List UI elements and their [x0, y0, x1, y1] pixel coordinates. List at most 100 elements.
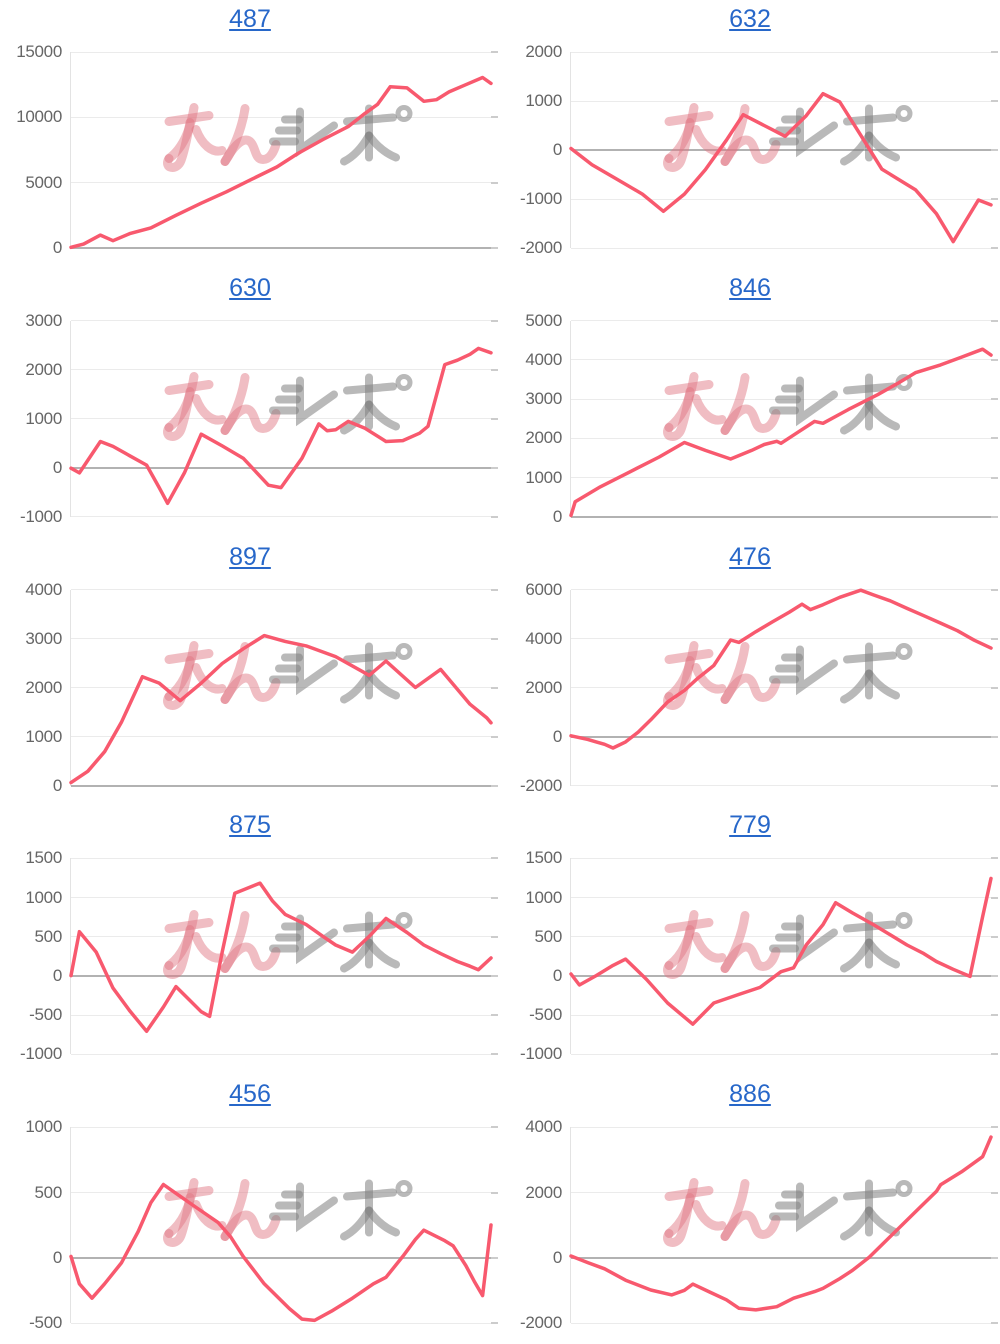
machine-number-link[interactable]: 875 — [229, 811, 271, 840]
gridline — [571, 320, 991, 322]
y-axis-tick — [991, 588, 998, 591]
chart-card: 456 1000 500 0 -500 — [0, 1075, 500, 1344]
gridline — [571, 897, 991, 899]
plot-area — [569, 51, 998, 249]
y-axis-label: 1500 — [525, 848, 562, 868]
y-axis-label: -500 — [29, 1005, 62, 1025]
y-axis-tick — [491, 857, 498, 860]
trend-line — [69, 1182, 493, 1323]
trend-line — [69, 75, 493, 250]
machine-number-link[interactable]: 886 — [729, 1080, 771, 1109]
y-axis-label: -1000 — [520, 189, 562, 208]
y-axis-label: 500 — [34, 926, 63, 946]
y-axis-tick — [991, 686, 998, 689]
y-axis-tick — [991, 784, 998, 787]
y-axis-label: 500 — [34, 1182, 63, 1202]
plot-area — [69, 857, 498, 1056]
gridline — [71, 589, 491, 591]
chart-card: 779 1500 1000 500 0 -500 -1000 — [500, 806, 1000, 1075]
y-axis-label: 0 — [52, 1247, 62, 1267]
y-axis-tick — [491, 247, 498, 249]
gridline — [571, 1014, 991, 1016]
chart-card: 897 4000 3000 2000 1000 0 — [0, 538, 500, 807]
gridline — [571, 1192, 991, 1194]
plot-area — [69, 51, 498, 250]
trend-line — [569, 91, 993, 244]
gridline — [71, 1192, 491, 1194]
trend-line — [569, 347, 993, 517]
zero-gridline — [71, 1256, 491, 1259]
zero-gridline — [71, 784, 491, 787]
chart-card: 630 3000 2000 1000 0 -1000 — [0, 269, 500, 538]
plot-area — [569, 319, 998, 518]
machine-number-link[interactable]: 632 — [729, 5, 771, 33]
machine-number-link[interactable]: 487 — [229, 5, 271, 33]
y-axis-tick — [991, 1053, 998, 1056]
y-axis-label: -2000 — [520, 238, 562, 257]
gridline — [571, 437, 991, 439]
y-axis-label: 1000 — [25, 1117, 62, 1137]
y-axis-tick — [491, 368, 498, 371]
y-axis-tick — [991, 398, 998, 401]
y-axis-label: -2000 — [520, 1313, 562, 1333]
machine-number-link[interactable]: 779 — [729, 811, 771, 840]
y-axis-label: 2000 — [525, 1182, 562, 1202]
machine-number-link[interactable]: 630 — [229, 273, 271, 302]
y-axis-label: 2000 — [25, 677, 62, 697]
y-axis-label: 0 — [52, 457, 62, 477]
gridline — [571, 638, 991, 640]
gridline — [71, 51, 491, 53]
gridline — [71, 857, 491, 859]
y-axis-label: -2000 — [520, 775, 562, 795]
gridline — [571, 1126, 991, 1128]
y-axis-label: 1000 — [525, 887, 562, 907]
y-axis-tick — [991, 1126, 998, 1129]
y-axis-label: 10000 — [16, 107, 62, 127]
y-axis-tick — [491, 935, 498, 938]
y-axis-label: 0 — [552, 965, 562, 985]
y-axis-tick — [491, 637, 498, 640]
y-axis-label: 2000 — [525, 677, 562, 697]
plot-area — [69, 319, 498, 518]
machine-number-link[interactable]: 897 — [229, 542, 271, 571]
y-axis-label: -1000 — [20, 1044, 62, 1064]
trend-line — [69, 346, 493, 505]
y-axis-tick — [491, 735, 498, 738]
zero-gridline — [571, 149, 991, 151]
gridline — [571, 589, 991, 591]
y-axis-tick — [491, 1256, 498, 1259]
y-axis-tick — [491, 974, 498, 977]
trend-line — [569, 1135, 993, 1312]
y-axis-tick — [491, 181, 498, 184]
y-axis-label: 15000 — [16, 42, 62, 61]
y-axis-tick — [991, 1191, 998, 1194]
gridline — [71, 1126, 491, 1128]
y-axis-label: 0 — [552, 726, 562, 746]
y-axis-tick — [991, 247, 998, 249]
gridline — [571, 359, 991, 361]
y-axis-label: 0 — [52, 775, 62, 795]
gridline — [571, 1322, 991, 1324]
gridline — [571, 857, 991, 859]
zero-gridline — [571, 735, 991, 738]
zero-gridline — [71, 466, 491, 469]
y-axis-tick — [491, 1126, 498, 1129]
y-axis-tick — [491, 784, 498, 787]
y-axis-label: 4000 — [525, 1117, 562, 1137]
y-axis-tick — [991, 319, 998, 322]
y-axis-tick — [491, 515, 498, 518]
y-axis-label: 2000 — [525, 42, 562, 61]
y-axis-label: 4000 — [525, 628, 562, 648]
plot-area — [569, 857, 998, 1056]
gridline — [71, 687, 491, 689]
gridline — [571, 247, 991, 249]
gridline — [71, 736, 491, 738]
machine-number-link[interactable]: 846 — [729, 273, 771, 302]
machine-number-link[interactable]: 456 — [229, 1080, 271, 1109]
machine-number-link[interactable]: 476 — [729, 542, 771, 571]
y-axis-tick — [991, 358, 998, 361]
y-axis-label: 1000 — [25, 408, 62, 428]
plot-area — [569, 588, 998, 787]
y-axis-tick — [491, 1053, 498, 1056]
y-axis-tick — [991, 935, 998, 938]
